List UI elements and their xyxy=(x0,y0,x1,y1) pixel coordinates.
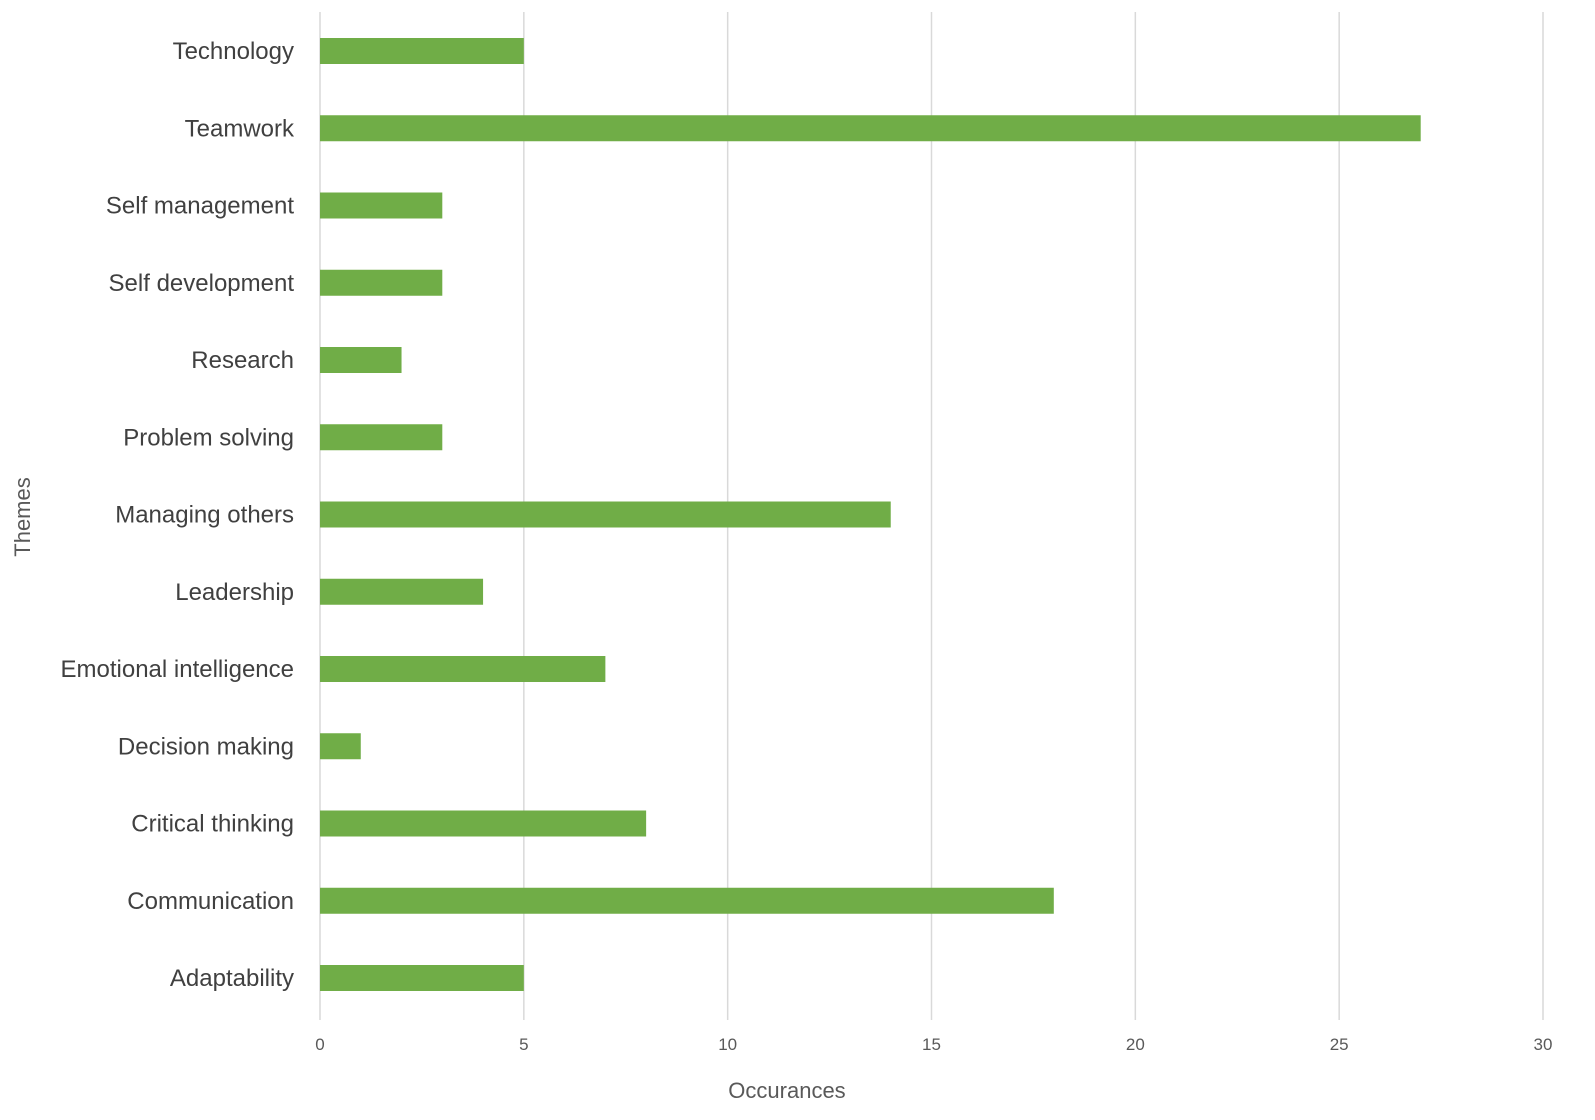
x-tick-label: 25 xyxy=(1330,1035,1349,1054)
category-label: Self development xyxy=(109,270,295,297)
category-label: Self management xyxy=(106,193,294,220)
y-axis-title: Themes xyxy=(10,477,35,556)
category-label: Communication xyxy=(127,888,294,915)
bar-leadership xyxy=(320,578,484,605)
category-label: Decision making xyxy=(118,733,294,760)
category-label: Leadership xyxy=(175,579,294,606)
x-tick-label: 5 xyxy=(519,1035,528,1054)
category-label: Research xyxy=(191,347,294,374)
category-label: Adaptability xyxy=(170,965,294,992)
bar-adaptability xyxy=(320,965,524,991)
x-tick-label: 20 xyxy=(1126,1035,1145,1054)
category-label: Critical thinking xyxy=(131,811,294,838)
bar-managing-others xyxy=(320,501,891,528)
category-label: Managing others xyxy=(115,502,294,529)
x-tick-label: 15 xyxy=(922,1035,941,1054)
category-label: Teamwork xyxy=(185,115,295,142)
category-labels: Adaptability Communication Critical thinki… xyxy=(61,38,295,992)
x-tick-label: 10 xyxy=(718,1035,737,1054)
bar-communication xyxy=(320,887,1054,914)
bar-emotional-intelligence xyxy=(320,656,606,682)
category-label: Emotional intelligence xyxy=(61,656,294,683)
category-label: Problem solving xyxy=(123,424,294,451)
bars xyxy=(320,38,1421,991)
bar-teamwork xyxy=(320,115,1421,142)
bar-self-management xyxy=(320,192,443,219)
x-axis-title: Occurances xyxy=(728,1078,845,1103)
x-tick-labels: 0 5 10 15 20 25 30 xyxy=(315,1035,1552,1054)
category-label: Technology xyxy=(173,38,294,65)
x-tick-label: 0 xyxy=(315,1035,324,1054)
bar-decision-making xyxy=(320,733,361,760)
bar-critical-thinking xyxy=(320,810,647,837)
bar-research xyxy=(320,347,402,373)
bar-problem-solving xyxy=(320,424,443,451)
x-tick-label: 30 xyxy=(1534,1035,1553,1054)
bar-technology xyxy=(320,38,524,64)
bar-self-development xyxy=(320,269,443,296)
